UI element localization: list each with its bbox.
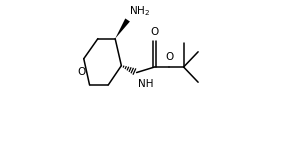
Text: O: O: [165, 52, 173, 62]
Text: O: O: [77, 67, 85, 77]
Text: O: O: [150, 27, 159, 37]
Polygon shape: [115, 18, 130, 39]
Text: NH: NH: [138, 79, 153, 89]
Text: NH$_2$: NH$_2$: [129, 4, 150, 18]
